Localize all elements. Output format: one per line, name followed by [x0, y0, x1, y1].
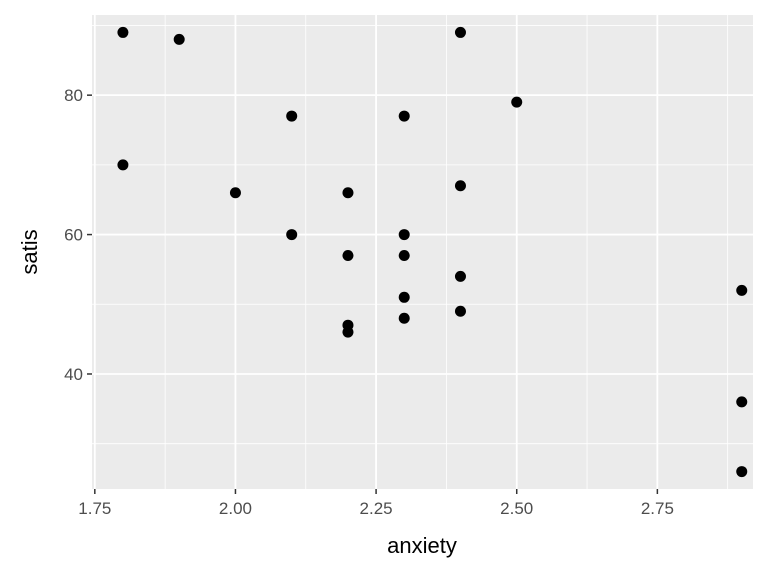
x-tick-label: 2.50 — [500, 499, 533, 518]
x-axis: 1.75 2.00 2.25 2.50 2.75 — [78, 489, 674, 518]
data-point — [736, 466, 748, 478]
data-point — [454, 26, 466, 38]
minor-grid — [92, 15, 753, 489]
data-point — [398, 229, 410, 241]
data-point — [398, 249, 410, 261]
data-point — [342, 187, 354, 199]
data-points — [117, 26, 748, 478]
data-point — [117, 159, 129, 171]
y-axis-title: satis — [17, 229, 42, 274]
data-point — [342, 326, 354, 338]
x-tick-label: 1.75 — [78, 499, 111, 518]
y-tick-label: 60 — [64, 226, 83, 245]
data-point — [286, 229, 298, 241]
data-point — [511, 96, 523, 108]
data-point — [398, 110, 410, 122]
data-point — [736, 396, 748, 408]
data-point — [398, 312, 410, 324]
data-point — [454, 305, 466, 317]
data-point — [454, 180, 466, 192]
x-tick-label: 2.75 — [641, 499, 674, 518]
y-tick-label: 80 — [64, 86, 83, 105]
data-point — [454, 270, 466, 282]
x-tick-label: 2.00 — [219, 499, 252, 518]
y-tick-label: 40 — [64, 365, 83, 384]
data-point — [117, 26, 129, 38]
plot-panel — [92, 15, 753, 489]
data-point — [398, 291, 410, 303]
x-tick-label: 2.25 — [360, 499, 393, 518]
major-grid — [92, 15, 753, 489]
data-point — [286, 110, 298, 122]
x-axis-title: anxiety — [387, 533, 457, 558]
y-axis: 40 60 80 — [64, 86, 92, 384]
data-point — [342, 249, 354, 261]
data-point — [173, 33, 185, 45]
data-point — [736, 284, 748, 296]
data-point — [229, 187, 241, 199]
